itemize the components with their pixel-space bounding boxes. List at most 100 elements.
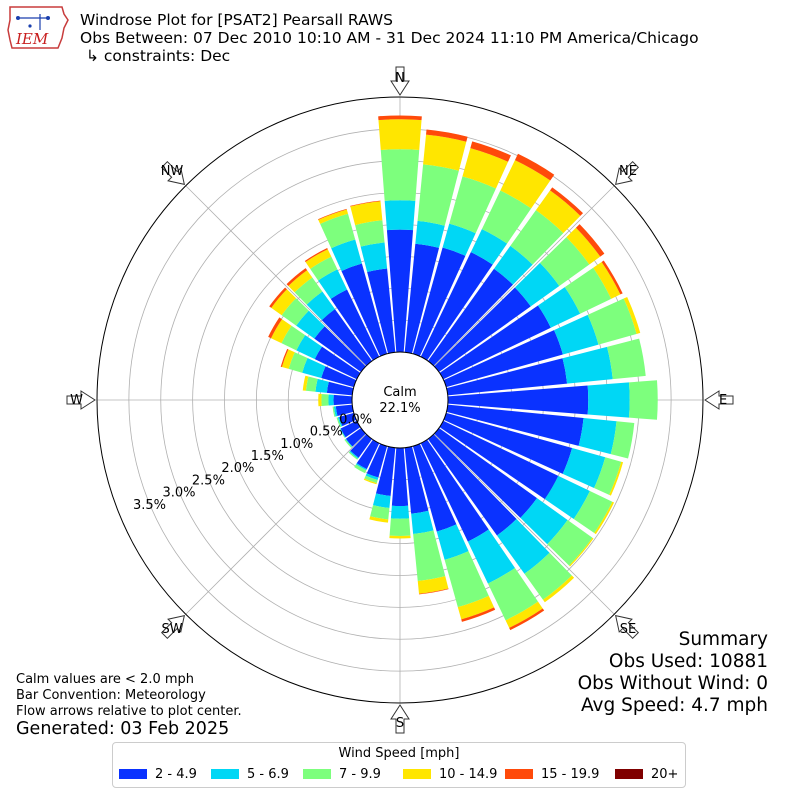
- wind-bar-segment: [496, 519, 550, 574]
- wind-bar-segment: [330, 289, 380, 361]
- wind-bar-segment: [537, 287, 581, 328]
- wind-bar-segment: [481, 190, 532, 244]
- legend-item-5-6.9: 5 - 6.9: [211, 767, 289, 783]
- wind-bar-segment: [470, 229, 508, 265]
- wind-bar-segment: [321, 309, 373, 366]
- wind-bar-segment: [302, 375, 309, 391]
- avg-speed: Avg Speed: 4.7 mph: [580, 695, 768, 716]
- wind-bar-segment: [439, 420, 559, 500]
- wind-bar-segment: [391, 447, 409, 507]
- wind-bar-segment: [427, 268, 513, 366]
- wind-bar-segment: [434, 427, 537, 518]
- calm-note: Calm values are < 2.0 mph: [16, 672, 195, 687]
- wind-bar-segment: [339, 428, 346, 438]
- wind-bar-segment: [449, 176, 496, 234]
- wind-bar-segment: [520, 498, 568, 545]
- wind-bar-segment: [439, 305, 551, 380]
- legend-swatch: [505, 769, 533, 779]
- constraints: ↳ constraints: Dec: [86, 47, 231, 65]
- legend-item-10-14.9: 10 - 14.9: [403, 767, 497, 783]
- wind-bar-segment: [386, 229, 414, 353]
- legend-swatch: [303, 769, 331, 779]
- wind-bar-segment: [566, 227, 601, 265]
- wind-bar-segment: [500, 160, 551, 209]
- wind-bar-segment: [539, 237, 590, 286]
- wind-bar-segment: [339, 412, 357, 427]
- wind-bar-segment: [442, 223, 476, 256]
- wind-bar-segment: [587, 382, 630, 418]
- wind-bar-segment: [412, 443, 457, 532]
- wind-bar-segment: [302, 358, 326, 379]
- wind-bar-segment: [457, 595, 495, 620]
- wind-bar-segment: [280, 348, 289, 368]
- wind-bar-segment: [294, 277, 323, 305]
- flow-arrow-icon: [615, 160, 640, 185]
- wind-bar-segment: [366, 443, 388, 478]
- wind-bar-segment: [315, 378, 329, 393]
- wind-bar-segment: [305, 376, 318, 392]
- iem-logo: IEM: [7, 6, 69, 49]
- outer-ring: [96, 96, 704, 704]
- wind-bar-segment: [364, 475, 378, 484]
- wind-bar-segment: [418, 588, 449, 595]
- wind-bar-segment: [336, 417, 342, 428]
- wind-bar-segment: [326, 381, 354, 396]
- flow-arrow-icon: [390, 704, 410, 734]
- wind-bar-segment: [356, 439, 380, 470]
- compass-label-nw: NW: [161, 164, 184, 179]
- wind-bar-segment: [318, 208, 347, 220]
- wind-bar-segment: [427, 434, 517, 536]
- summary-heading: Summary: [678, 629, 768, 650]
- grid-spoke: [433, 185, 615, 367]
- wind-bar-segment: [360, 242, 388, 273]
- wind-bar-segment: [314, 326, 366, 373]
- speed-legend: Wind Speed [mph] 2 - 4.9 5 - 6.9 7 - 9.9…: [112, 742, 686, 788]
- wind-bar-segment: [505, 601, 543, 628]
- wind-bar-segment: [345, 438, 353, 447]
- wind-bar-segment: [268, 317, 283, 339]
- wind-bar-segment: [470, 141, 511, 162]
- compass-label-e: E: [719, 393, 727, 408]
- wind-bar-segment: [370, 505, 390, 520]
- wind-bar-segment: [601, 260, 623, 295]
- wind-bar-segment: [365, 473, 379, 481]
- wind-bar-segment: [510, 210, 564, 265]
- wind-bar-segment: [524, 552, 572, 600]
- wind-bar-segment: [404, 446, 429, 514]
- wind-bar-segment: [509, 608, 545, 631]
- wind-bar-segment: [593, 261, 621, 299]
- wind-bar-segment: [535, 190, 581, 234]
- bar-convention: Bar Convention: Meteorology: [16, 688, 206, 703]
- wind-bar-segment: [373, 493, 391, 509]
- flow-arrow-icon: [704, 390, 734, 410]
- wind-bar-segment: [594, 501, 615, 535]
- legend-swatch: [403, 769, 431, 779]
- wind-bar-segment: [594, 457, 622, 495]
- wind-bar-segment: [562, 448, 606, 489]
- legend-title: Wind Speed [mph]: [338, 746, 460, 761]
- compass-label-n: N: [395, 71, 405, 86]
- wind-bar-segment: [335, 404, 354, 417]
- radial-tick-label: 2.0%: [221, 461, 254, 476]
- radial-tick-label: 3.5%: [133, 498, 166, 513]
- wind-bar-segment: [609, 461, 624, 496]
- wind-bar-segment: [286, 268, 308, 286]
- wind-bar-segment: [610, 421, 635, 459]
- legend-label: 2 - 4.9: [155, 767, 197, 782]
- wind-bar-segment: [304, 248, 328, 263]
- wind-bar-segment: [562, 346, 613, 384]
- legend-label: 10 - 14.9: [439, 767, 498, 782]
- wind-bar-segment: [321, 393, 329, 407]
- wind-bar-segment: [333, 406, 338, 417]
- wind-bar-segment: [629, 380, 658, 420]
- compass-label-s: S: [396, 716, 404, 731]
- wind-bar-segment: [281, 298, 309, 326]
- wind-bar-segment: [320, 213, 356, 249]
- flow-arrow-icon: [615, 615, 640, 640]
- wind-bar-segment: [341, 263, 388, 357]
- wind-bar-segment: [412, 247, 466, 357]
- chart-overlay: 0.0%0.5%1.0%1.5%2.0%2.5%3.0%3.5% N NE E SE S S…: [66, 66, 734, 734]
- wind-bar-segment: [436, 524, 469, 560]
